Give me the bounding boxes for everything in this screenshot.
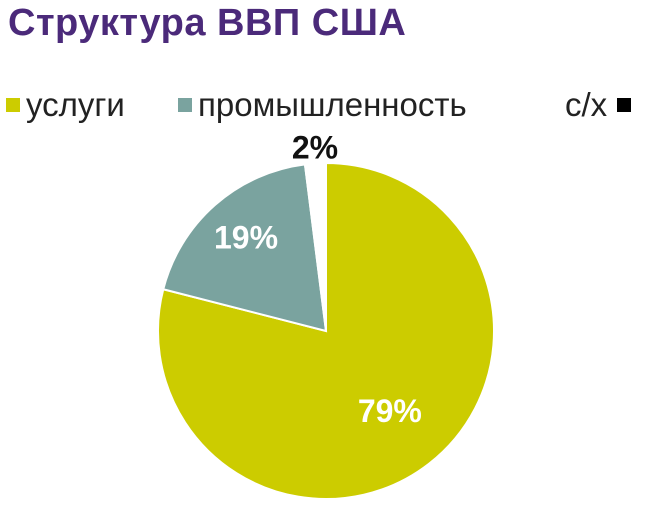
pie-slice-agriculture	[303, 161, 327, 332]
legend-swatch-industry	[178, 98, 192, 112]
data-label-industry: 19%	[214, 220, 278, 256]
pie-slice-industry	[162, 163, 328, 333]
data-label-services: 79%	[358, 393, 422, 429]
pie-slice-services	[157, 161, 495, 500]
legend-label-agriculture: с/х	[565, 86, 608, 123]
legend-item-services: услуги	[6, 80, 125, 130]
data-label-agriculture: 2%	[292, 129, 338, 165]
legend: услуги промышленность с/х	[0, 80, 655, 130]
legend-swatch-agriculture	[617, 98, 632, 112]
legend-swatch-services	[6, 98, 20, 112]
legend-label-services: услуги	[26, 86, 125, 123]
legend-label-industry: промышленность	[198, 86, 467, 123]
legend-item-industry: промышленность	[178, 80, 467, 130]
chart-title: Структура ВВП США	[8, 2, 407, 44]
legend-item-agriculture: с/х	[565, 80, 632, 130]
